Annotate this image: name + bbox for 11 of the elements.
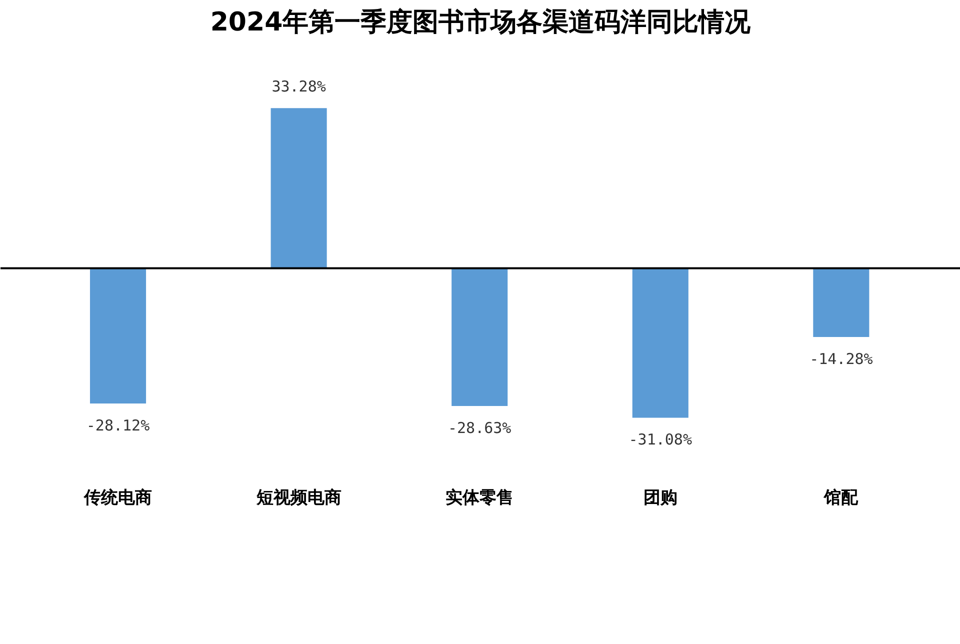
x-tick-label: 传统电商 (83, 488, 152, 508)
chart-title: 2024年第一季度图书市场各渠道码洋同比情况 (210, 8, 752, 38)
x-tick-label: 实体零售 (446, 488, 514, 508)
x-tick-label: 馆配 (823, 488, 860, 508)
x-tick-label: 团购 (643, 488, 678, 508)
data-label: 33.28% (272, 77, 326, 96)
data-label: -28.12% (86, 416, 150, 434)
data-label: -31.08% (628, 430, 692, 449)
x-tick-label: 短视频电商 (255, 488, 342, 508)
data-label: -28.63% (448, 418, 512, 437)
data-label: -14.28% (810, 350, 873, 368)
